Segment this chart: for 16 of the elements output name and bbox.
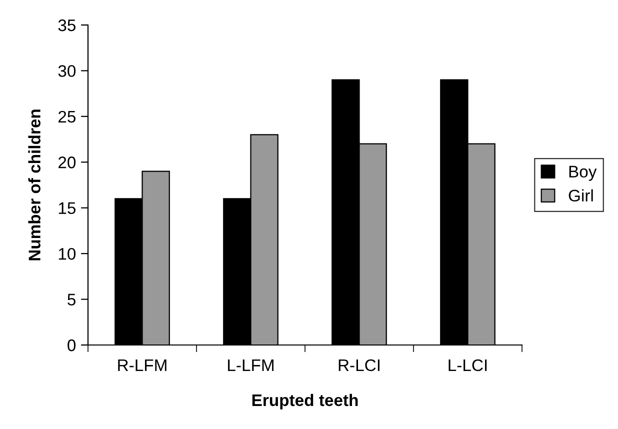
y-tick-label: 20 bbox=[58, 156, 76, 168]
y-tick-label: 10 bbox=[58, 248, 76, 260]
y-tick-label: 35 bbox=[58, 19, 76, 32]
y-axis-title: Number of children bbox=[28, 110, 40, 260]
legend-label: Boy bbox=[569, 166, 597, 181]
x-tick-label: L-LCI bbox=[448, 359, 487, 372]
x-axis-title: Erupted teeth bbox=[252, 394, 358, 410]
legend-label: Girl bbox=[568, 189, 593, 202]
x-tick-label: L-LFM bbox=[228, 360, 274, 371]
y-tick-label: 25 bbox=[58, 110, 76, 123]
y-tick-label: 30 bbox=[58, 65, 76, 77]
y-tick-label: 15 bbox=[58, 202, 76, 214]
y-tick-label: 5 bbox=[68, 294, 76, 306]
y-tick-label: 0 bbox=[68, 339, 76, 352]
x-tick-label: R-LFM bbox=[118, 360, 166, 371]
x-tick-label: R-LCI bbox=[338, 359, 380, 372]
